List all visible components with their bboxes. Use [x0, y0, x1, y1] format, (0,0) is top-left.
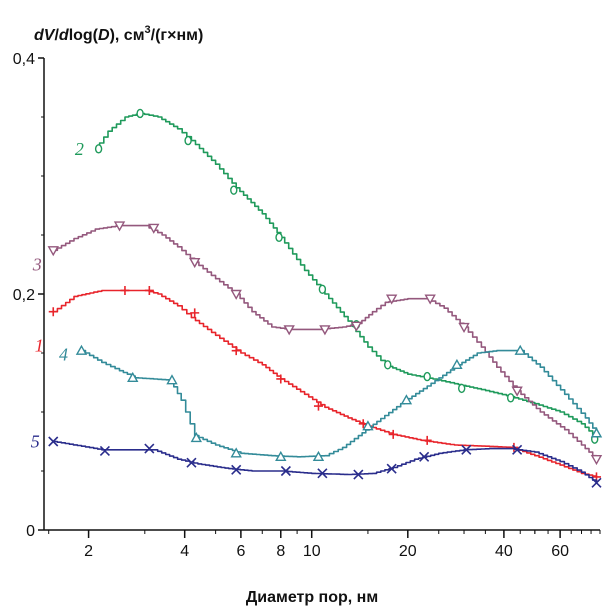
triangle-up-marker — [75, 344, 88, 355]
x-marker — [231, 464, 242, 475]
series-line-4 — [81, 349, 598, 458]
x-marker — [280, 465, 291, 477]
plus-marker — [48, 307, 58, 317]
triangle-up-marker — [400, 394, 413, 405]
series-line-5 — [53, 440, 598, 483]
series-label-1: 1 — [35, 336, 44, 356]
x-marker — [99, 445, 110, 457]
x-marker — [419, 451, 430, 462]
series-line-3 — [53, 224, 598, 460]
series-label-4: 4 — [59, 345, 68, 365]
triangle-down-marker — [283, 325, 295, 336]
circle-marker — [184, 135, 192, 146]
x-marker — [144, 443, 155, 454]
series-5 — [48, 436, 602, 488]
triangle-down-marker — [148, 223, 160, 234]
triangle-down-marker — [424, 294, 436, 305]
circle-marker — [318, 284, 327, 294]
circle-marker — [94, 144, 103, 154]
x-tick-label: 10 — [303, 543, 321, 560]
x-marker — [386, 463, 397, 474]
x-tick-label: 2 — [84, 543, 93, 560]
plus-marker — [313, 401, 323, 411]
plus-marker — [276, 374, 286, 384]
y-tick-label: 0 — [26, 523, 35, 540]
series-label-2: 2 — [75, 139, 84, 159]
x-marker — [48, 436, 59, 447]
triangle-down-marker — [319, 325, 331, 336]
x-tick-label: 20 — [399, 543, 417, 560]
series-1 — [48, 285, 601, 482]
x-tick-label: 40 — [495, 543, 513, 560]
triangle-down-marker — [350, 321, 363, 332]
triangle-up-marker — [590, 427, 603, 438]
circle-marker — [423, 371, 431, 382]
triangle-up-marker — [230, 447, 242, 458]
circle-marker — [136, 108, 144, 119]
x-tick-label: 6 — [236, 543, 245, 560]
circle-marker — [275, 232, 283, 243]
x-marker — [461, 444, 472, 455]
triangle-down-marker — [189, 257, 201, 269]
triangle-down-marker — [113, 221, 126, 232]
plus-marker — [120, 285, 130, 295]
x-marker — [512, 444, 523, 455]
plus-marker — [231, 346, 241, 356]
plus-marker — [190, 308, 200, 318]
x-tick-label: 4 — [180, 543, 189, 560]
series-label-5: 5 — [31, 432, 40, 452]
circle-marker — [384, 360, 392, 370]
triangle-down-marker — [590, 455, 603, 466]
triangle-down-marker — [230, 289, 242, 300]
series-4 — [75, 344, 603, 462]
circle-marker — [506, 393, 515, 403]
triangle-down-marker — [385, 294, 398, 305]
triangle-down-marker — [458, 322, 470, 333]
series-label-3: 3 — [32, 254, 42, 274]
plus-marker — [422, 435, 432, 445]
circle-marker — [230, 185, 238, 195]
triangle-up-marker — [362, 420, 374, 431]
triangle-up-marker — [312, 450, 325, 462]
x-marker — [591, 477, 602, 488]
x-marker — [186, 457, 197, 468]
series-2 — [94, 108, 599, 444]
plus-marker — [144, 285, 154, 295]
x-tick-label: 60 — [551, 543, 569, 560]
x-marker — [353, 469, 364, 480]
series-3 — [47, 221, 603, 466]
series-labels-group: 1 2 3 4 5 — [31, 139, 84, 452]
x-tick-label: 8 — [276, 543, 285, 560]
triangle-down-marker — [511, 386, 523, 397]
axes-group: 0 0,2 0,4 2 4 6 8 10 20 40 60 — [13, 51, 601, 560]
triangle-down-marker — [47, 246, 59, 257]
y-axis-title: dV/dlog(D), см3/(г×нм) — [34, 24, 203, 44]
series-line-2 — [95, 112, 598, 438]
triangle-up-marker — [166, 374, 178, 385]
y-tick-label: 0,2 — [13, 287, 35, 304]
x-marker — [317, 468, 328, 479]
triangle-up-marker — [127, 371, 139, 382]
triangle-up-marker — [451, 358, 463, 369]
y-tick-label: 0,4 — [13, 51, 35, 68]
curves-group — [47, 108, 603, 488]
circle-marker — [457, 383, 466, 394]
triangle-up-marker — [190, 432, 203, 443]
plus-marker — [388, 429, 398, 439]
x-axis-title: Диаметр пор, нм — [246, 589, 378, 606]
triangle-up-marker — [275, 450, 287, 462]
triangle-up-marker — [514, 344, 526, 355]
